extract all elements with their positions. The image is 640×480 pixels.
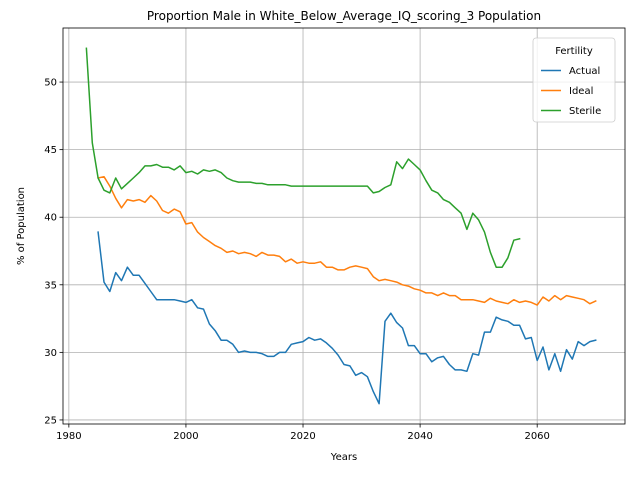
chart-title: Proportion Male in White_Below_Average_I… bbox=[147, 9, 541, 23]
y-tick-label: 40 bbox=[44, 213, 57, 224]
legend-label-actual: Actual bbox=[569, 66, 600, 77]
y-tick-label: 50 bbox=[44, 78, 57, 89]
x-tick-label: 2000 bbox=[173, 431, 198, 442]
y-axis-title: % of Population bbox=[16, 187, 27, 265]
y-tick-label: 35 bbox=[44, 280, 57, 291]
legend-label-sterile: Sterile bbox=[569, 106, 601, 117]
x-tick-label: 1980 bbox=[56, 431, 81, 442]
legend-label-ideal: Ideal bbox=[569, 86, 593, 97]
y-tick-label: 25 bbox=[44, 415, 57, 426]
y-tick-label: 30 bbox=[44, 348, 57, 359]
x-tick-label: 2020 bbox=[290, 431, 315, 442]
x-axis-title: Years bbox=[330, 452, 357, 463]
y-tick-label: 45 bbox=[44, 145, 57, 156]
legend: Fertility Actual Ideal Sterile bbox=[533, 38, 615, 122]
legend-title: Fertility bbox=[555, 46, 593, 57]
x-tick-label: 2060 bbox=[524, 431, 549, 442]
x-tick-label: 2040 bbox=[407, 431, 432, 442]
